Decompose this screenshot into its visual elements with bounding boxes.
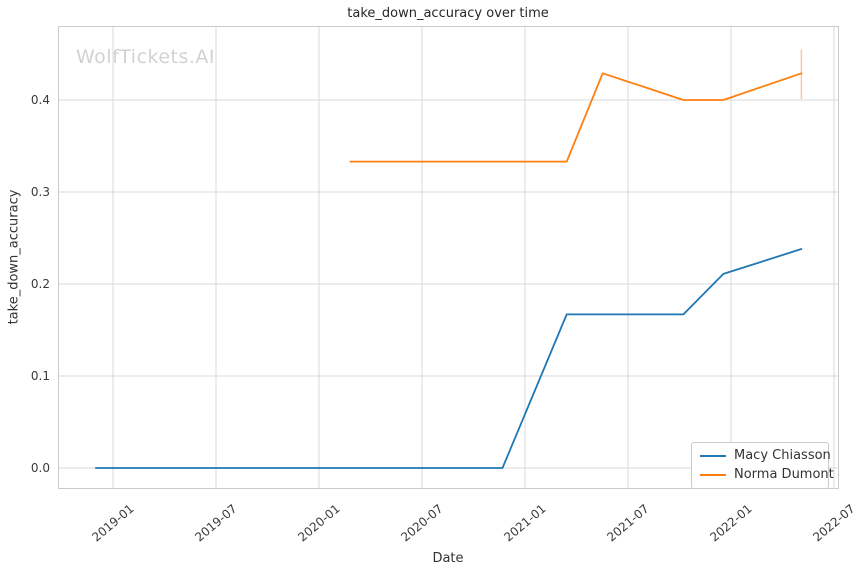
legend: Macy Chiasson Norma Dumont <box>691 442 834 489</box>
y-tick-label: 0.0 <box>30 461 50 475</box>
watermark: WolfTickets.AI <box>76 46 216 68</box>
y-tick-label: 0.3 <box>30 185 50 199</box>
y-tick-label: 0.4 <box>30 93 50 107</box>
x-axis-label: Date <box>432 551 464 566</box>
legend-label: Norma Dumont <box>734 467 834 482</box>
legend-entry: Macy Chiasson <box>700 449 831 463</box>
legend-entry: Norma Dumont <box>700 468 834 482</box>
y-tick-label: 0.2 <box>30 277 50 291</box>
y-tick-label: 0.1 <box>30 369 50 383</box>
y-axis-label: take_down_accuracy <box>6 189 22 325</box>
chart-title: take_down_accuracy over time <box>347 6 549 21</box>
legend-label: Macy Chiasson <box>734 448 831 463</box>
legend-line-swatch <box>700 455 726 457</box>
legend-line-swatch <box>700 474 726 476</box>
